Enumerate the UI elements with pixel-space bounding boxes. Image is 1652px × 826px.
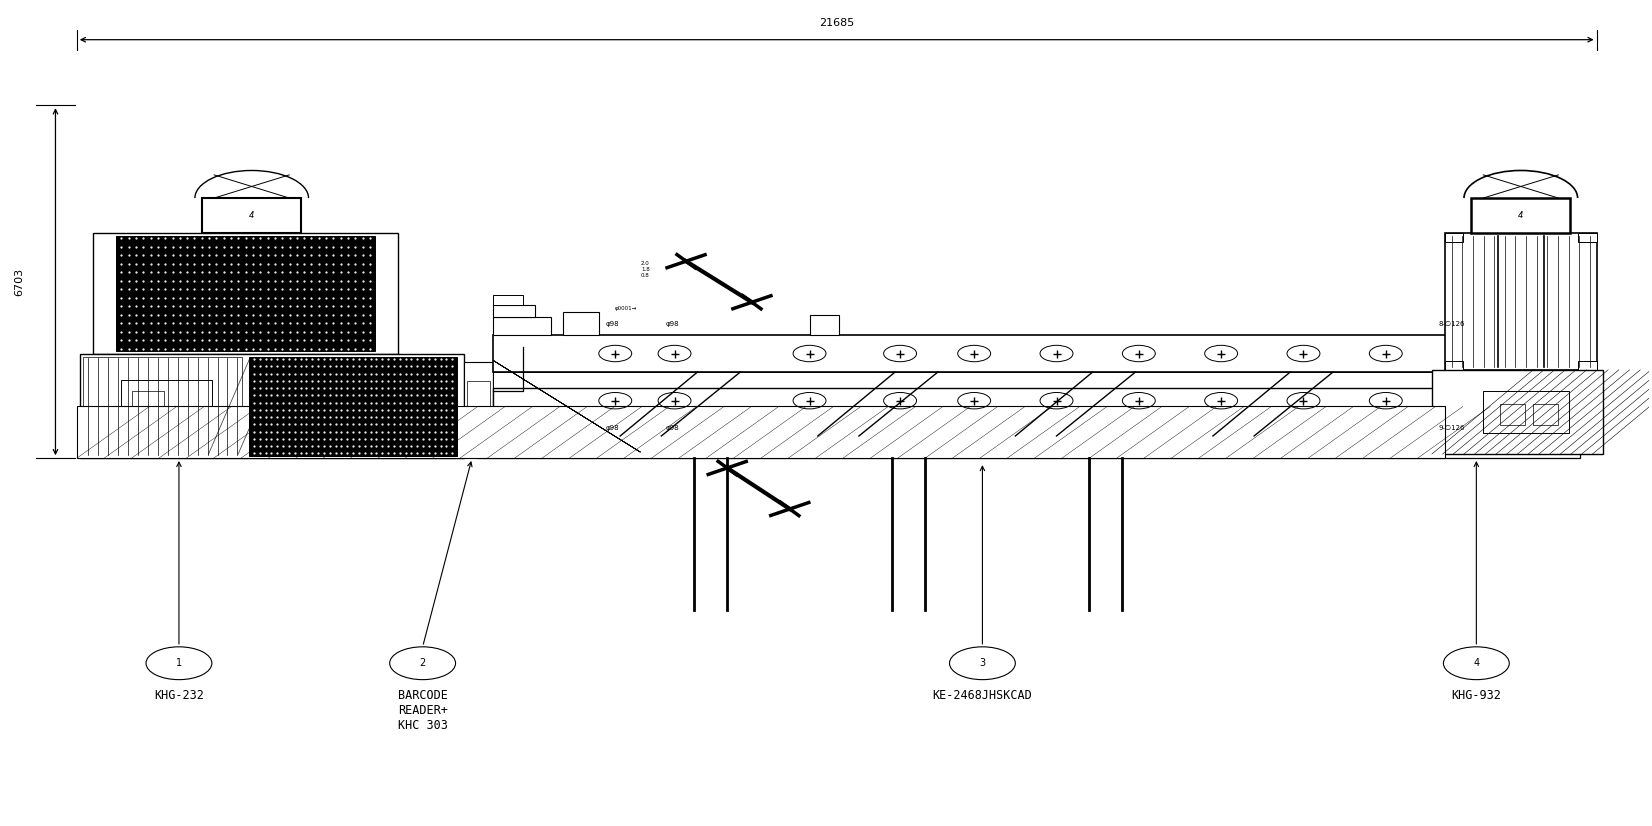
Text: 21685: 21685 bbox=[819, 18, 854, 28]
Text: 4: 4 bbox=[249, 211, 254, 220]
Bar bbox=[378, 232, 398, 242]
Bar bbox=[1578, 232, 1596, 241]
Text: 4: 4 bbox=[1518, 211, 1523, 220]
Text: 8-∅126: 8-∅126 bbox=[1439, 320, 1465, 327]
Bar bbox=[93, 344, 112, 354]
Bar bbox=[116, 235, 375, 351]
Bar bbox=[378, 344, 398, 354]
Bar bbox=[84, 357, 243, 456]
Bar bbox=[494, 388, 1566, 413]
Bar bbox=[494, 317, 552, 335]
Bar bbox=[494, 413, 1566, 440]
Text: φ98: φ98 bbox=[605, 320, 620, 327]
Bar bbox=[494, 295, 524, 305]
Bar bbox=[464, 362, 494, 450]
Text: KE-2468JHSKCAD: KE-2468JHSKCAD bbox=[932, 690, 1032, 702]
Bar bbox=[202, 198, 301, 232]
Text: KHG-232: KHG-232 bbox=[154, 690, 203, 702]
Bar bbox=[78, 406, 1446, 458]
Bar bbox=[81, 354, 464, 458]
Bar bbox=[1446, 361, 1464, 370]
Text: KHG-932: KHG-932 bbox=[1452, 690, 1502, 702]
Text: φ0001→: φ0001→ bbox=[615, 306, 636, 311]
Text: 2.0
1.8
0.8: 2.0 1.8 0.8 bbox=[641, 261, 649, 278]
Text: φ98: φ98 bbox=[666, 320, 679, 327]
Bar bbox=[1500, 404, 1525, 425]
Bar bbox=[249, 357, 458, 456]
Bar bbox=[809, 315, 839, 335]
Bar bbox=[1472, 198, 1569, 232]
Bar bbox=[563, 312, 598, 335]
Bar bbox=[93, 232, 112, 242]
Bar bbox=[494, 372, 1566, 388]
Bar bbox=[1533, 404, 1558, 425]
Bar bbox=[1446, 232, 1464, 241]
Bar bbox=[1578, 361, 1596, 370]
Text: φ98: φ98 bbox=[605, 425, 620, 431]
Text: 6703: 6703 bbox=[15, 268, 25, 296]
Text: 2: 2 bbox=[420, 658, 426, 668]
Bar bbox=[477, 439, 1579, 458]
Text: 3: 3 bbox=[980, 658, 986, 668]
Text: φ98: φ98 bbox=[666, 425, 679, 431]
Bar bbox=[93, 232, 398, 354]
Bar bbox=[132, 391, 164, 422]
Bar bbox=[494, 305, 535, 317]
Bar bbox=[494, 335, 1566, 372]
Bar bbox=[468, 381, 491, 443]
Text: BARCODE
READER+
KHC 303: BARCODE READER+ KHC 303 bbox=[398, 690, 448, 733]
Text: 4: 4 bbox=[1474, 658, 1480, 668]
Text: 9-∅126: 9-∅126 bbox=[1439, 425, 1465, 431]
Text: 1: 1 bbox=[175, 658, 182, 668]
Bar bbox=[1446, 232, 1596, 370]
Bar bbox=[121, 380, 211, 432]
Bar bbox=[1483, 391, 1569, 433]
Bar bbox=[1432, 370, 1602, 454]
